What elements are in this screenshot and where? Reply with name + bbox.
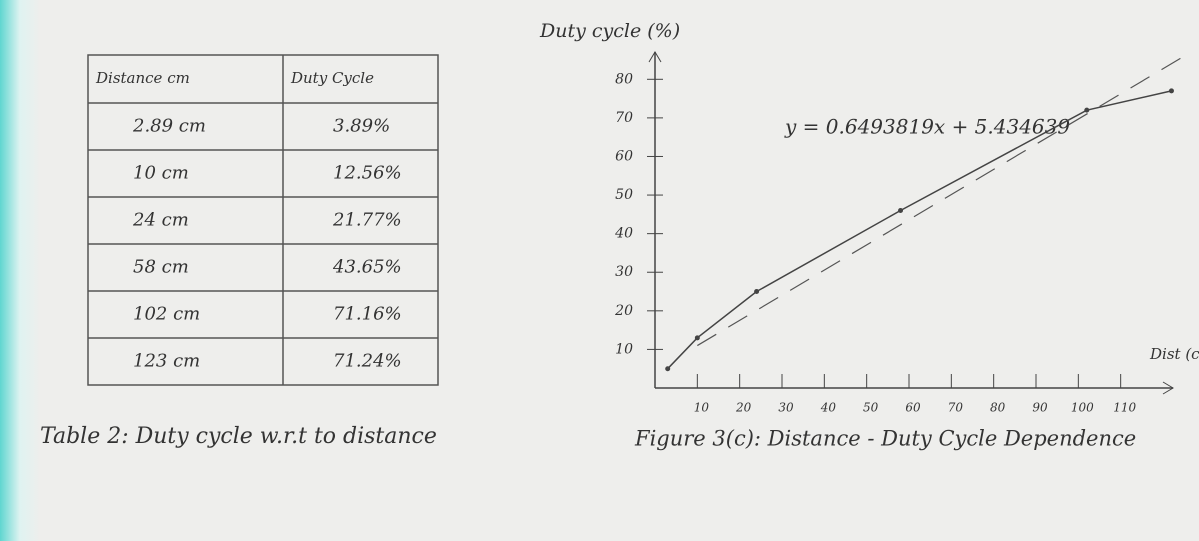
data-point <box>754 289 759 294</box>
table-caption: Table 2: Duty cycle w.r.t to distance <box>40 424 437 449</box>
chart-title: Figure 3(c): Distance - Duty Cycle Depen… <box>634 427 1136 451</box>
x-tick-label: 20 <box>735 401 752 415</box>
x-tick-label: 30 <box>778 401 794 415</box>
y-tick-label: 80 <box>615 71 633 87</box>
table-cell: 24 cm <box>132 210 189 231</box>
x-tick-label: 90 <box>1032 401 1048 415</box>
y-tick-label: 70 <box>615 110 633 126</box>
table-cell: 21.77% <box>332 210 402 231</box>
x-tick-label: 100 <box>1071 401 1094 415</box>
table-header: Distance cm <box>95 69 190 87</box>
x-tick-label: 10 <box>694 401 710 415</box>
y-axis-label: Duty cycle (%) <box>539 20 680 42</box>
x-axis-label: Dist (cm) <box>1149 345 1199 363</box>
paper-edge <box>0 0 40 541</box>
equation: y = 0.6493819x + 5.434639 <box>784 115 1070 139</box>
x-tick-label: 50 <box>863 401 879 415</box>
x-tick-label: 80 <box>990 401 1006 415</box>
table-cell: 71.24% <box>333 351 402 372</box>
table-cell: 12.56% <box>333 163 402 184</box>
x-tick-label: 110 <box>1113 401 1136 415</box>
table-header: Duty Cycle <box>290 69 374 87</box>
table-cell: 58 cm <box>133 257 189 278</box>
data-point <box>1169 88 1174 93</box>
data-point <box>665 366 670 371</box>
y-tick-label: 40 <box>614 226 633 242</box>
table-cell: 2.89 cm <box>132 116 206 137</box>
data-point <box>898 208 903 213</box>
x-tick-label: 70 <box>948 401 964 415</box>
document: Table 2: Duty cycle w.r.t to distance Fi… <box>0 0 1199 541</box>
y-tick-label: 30 <box>615 264 633 280</box>
y-tick-label: 50 <box>615 187 633 203</box>
data-point <box>1084 108 1089 113</box>
table-cell: 43.65% <box>332 257 402 278</box>
x-tick-label: 60 <box>905 401 921 415</box>
table-cell: 123 cm <box>133 351 200 372</box>
data-point <box>695 335 700 340</box>
table-cell: 102 cm <box>133 304 200 325</box>
y-tick-label: 60 <box>615 148 633 164</box>
page: Table 2: Duty cycle w.r.t to distance Fi… <box>0 0 1199 541</box>
table-cell: 71.16% <box>333 304 402 325</box>
y-tick-label: 10 <box>615 341 633 357</box>
table-cell: 10 cm <box>133 163 189 184</box>
x-tick-label: 40 <box>820 401 837 415</box>
table-cell: 3.89% <box>333 116 390 137</box>
y-tick-label: 20 <box>614 303 633 319</box>
